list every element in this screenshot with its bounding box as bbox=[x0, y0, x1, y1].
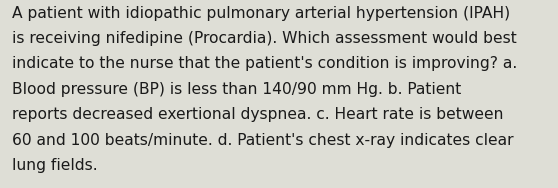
Text: A patient with idiopathic pulmonary arterial hypertension (IPAH): A patient with idiopathic pulmonary arte… bbox=[12, 6, 511, 21]
Text: Blood pressure (BP) is less than 140/90 mm Hg. b. Patient: Blood pressure (BP) is less than 140/90 … bbox=[12, 82, 461, 97]
Text: lung fields.: lung fields. bbox=[12, 158, 98, 173]
Text: is receiving nifedipine (Procardia). Which assessment would best: is receiving nifedipine (Procardia). Whi… bbox=[12, 31, 517, 46]
Text: indicate to the nurse that the patient's condition is improving? a.: indicate to the nurse that the patient's… bbox=[12, 56, 517, 71]
Text: reports decreased exertional dyspnea. c. Heart rate is between: reports decreased exertional dyspnea. c.… bbox=[12, 107, 504, 122]
Text: 60 and 100 beats/minute. d. Patient's chest x-ray indicates clear: 60 and 100 beats/minute. d. Patient's ch… bbox=[12, 133, 514, 148]
